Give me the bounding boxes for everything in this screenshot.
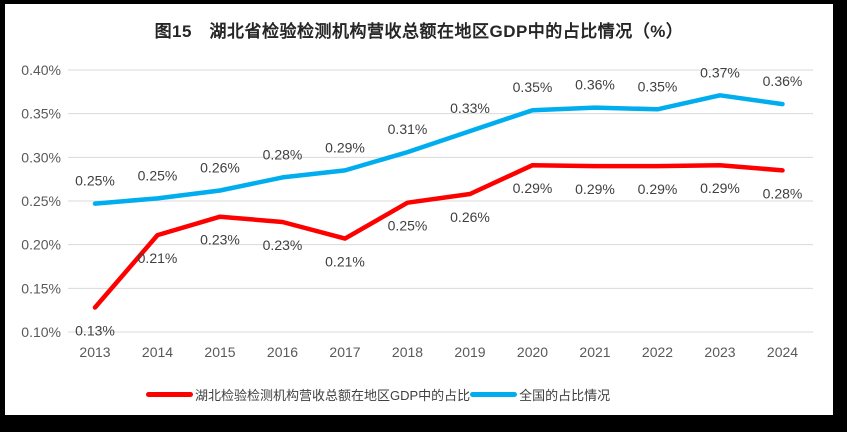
data-label-series-1: 0.26% [200, 160, 240, 176]
data-label-series-0: 0.13% [75, 323, 115, 339]
x-axis-tick-label: 2013 [79, 344, 110, 360]
chart-legend: 湖北检验检测机构营收总额在地区GDP中的占比 全国的占比情况 [146, 385, 610, 403]
x-axis-tick-label: 2021 [579, 344, 610, 360]
y-axis-tick-label: 0.15% [21, 280, 61, 296]
y-axis-tick-label: 0.10% [21, 324, 61, 340]
x-axis-tick-label: 2024 [767, 344, 798, 360]
x-axis-tick-label: 2023 [704, 344, 735, 360]
data-label-series-0: 0.23% [263, 237, 303, 253]
legend-item-national: 全国的占比情况 [470, 385, 610, 404]
data-label-series-1: 0.25% [138, 167, 178, 183]
y-axis-tick-label: 0.35% [21, 106, 61, 122]
data-label-series-0: 0.29% [575, 181, 615, 197]
data-label-series-1: 0.35% [638, 78, 678, 94]
data-label-series-0: 0.29% [638, 181, 678, 197]
data-label-series-1: 0.28% [263, 146, 303, 162]
data-label-series-1: 0.33% [450, 100, 490, 116]
x-axis-tick-label: 2016 [267, 344, 298, 360]
national-series-line-swatch [470, 391, 518, 397]
data-label-series-1: 0.36% [575, 77, 615, 93]
data-label-series-1: 0.25% [75, 173, 115, 189]
data-label-series-0: 0.29% [513, 180, 553, 196]
y-axis-tick-label: 0.20% [21, 237, 61, 253]
chart-title: 图15 湖北省检验检测机构营收总额在地区GDP中的占比情况（%） [154, 22, 684, 41]
x-axis-tick-label: 2020 [517, 344, 548, 360]
national-series-label: 全国的占比情况 [519, 387, 611, 403]
data-label-series-0: 0.25% [388, 218, 428, 234]
data-label-series-1: 0.36% [763, 73, 803, 89]
hubei-series-label: 湖北检验检测机构营收总额在地区GDP中的占比 [195, 387, 471, 403]
data-label-series-0: 0.28% [763, 185, 803, 201]
x-axis-tick-label: 2019 [454, 344, 485, 360]
x-axis-tick-label: 2015 [204, 344, 235, 360]
data-label-series-0: 0.21% [138, 250, 178, 266]
data-label-series-0: 0.23% [200, 232, 240, 248]
x-axis-tick-label: 2018 [392, 344, 423, 360]
x-axis-tick-label: 2017 [329, 344, 360, 360]
legend-item-hubei: 湖北检验检测机构营收总额在地区GDP中的占比 [146, 385, 470, 404]
data-label-series-1: 0.35% [513, 79, 553, 95]
series-line-1 [92, 93, 785, 206]
x-axis-tick-label: 2022 [642, 344, 673, 360]
line-chart-plot-area: 0.40% 0.35% 0.30% 0.25% 0.20% 0.15% 0.10% 2013 2… [21, 62, 813, 360]
data-label-series-1: 0.29% [325, 139, 365, 155]
hubei-series-line-swatch [146, 391, 193, 397]
x-axis-tick-label: 2014 [142, 344, 173, 360]
data-label-series-0: 0.21% [325, 254, 365, 270]
data-label-series-0: 0.29% [700, 180, 740, 196]
y-axis-tick-label: 0.40% [21, 62, 61, 78]
data-label-series-1: 0.31% [388, 121, 428, 137]
chart-canvas: 图15 湖北省检验检测机构营收总额在地区GDP中的占比情况（%） 0.40% 0.… [5, 4, 833, 415]
y-axis-tick-label: 0.25% [21, 193, 61, 209]
data-label-series-0: 0.26% [450, 209, 490, 225]
y-axis-tick-label: 0.30% [21, 149, 61, 165]
data-label-series-1: 0.37% [700, 64, 740, 80]
series-line-0 [92, 162, 785, 310]
